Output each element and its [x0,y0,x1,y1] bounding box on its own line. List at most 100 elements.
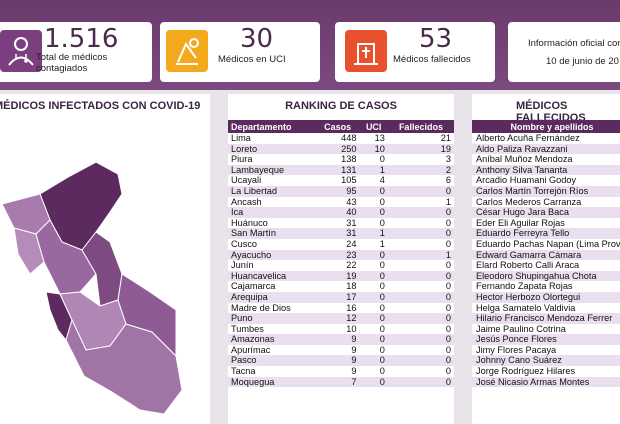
cell-casos: 31 [315,228,360,239]
table-row[interactable]: Puno 12 0 0 [228,313,454,324]
col-casos[interactable]: Casos [315,120,360,133]
table-row[interactable]: Tacna 9 0 0 [228,366,454,377]
list-item[interactable]: Arcadio Huamani Godoy [472,175,620,186]
list-item[interactable]: Carlos Mederos Carranza [472,197,620,208]
cell-departamento: San Martín [228,228,316,239]
table-row[interactable]: Cusco 24 1 0 [228,239,454,250]
list-item[interactable]: Hector Herbozo Olortegui [472,291,620,303]
table-row[interactable]: Ancash 43 0 1 [228,197,454,208]
table-row[interactable]: Huancavelica 19 0 0 [228,270,454,282]
table-row[interactable]: Huánuco 31 0 0 [228,218,454,229]
cell-fallecidos: 0 [387,313,454,324]
list-item[interactable]: César Hugo Jara Baca [472,207,620,218]
table-row[interactable]: Amazonas 9 0 0 [228,334,454,345]
table-row[interactable]: Cajamarca 18 0 0 [228,281,454,292]
table-row[interactable]: Ucayali 105 4 6 [228,175,454,186]
col-nombre[interactable]: Nombre y apellidos [472,120,620,133]
col-departamento[interactable]: Departamento [228,120,316,133]
cell-nombre: Jesús Ponce Flores [472,334,620,345]
table-row[interactable]: Ica 40 0 0 [228,207,454,218]
cell-fallecidos: 0 [387,270,454,282]
list-item[interactable]: Alberto Acuña Fernández [472,133,620,144]
cell-casos: 10 [346,323,357,334]
contagiados-label: Total de médicos contagiados [36,52,108,74]
table-row[interactable]: Arequipa 17 0 0 [228,291,454,303]
table-row[interactable]: Lambayeque 131 1 2 [228,164,454,176]
col-fallecidos[interactable]: Fallecidos [387,120,454,133]
cell-nombre: Edward Gamarra Cámara [472,249,620,261]
cell-nombre: Alberto Acuña Fernández [476,133,580,143]
list-item[interactable]: Edward Gamarra Cámara [472,249,620,261]
cell-departamento: Lambayeque [228,164,316,176]
fallecidos-table: Nombre y apellidos Alberto Acuña Fernánd… [472,120,620,388]
list-item[interactable]: Fernando Zapata Rojas [472,281,620,292]
cell-fallecidos: 0 [445,323,451,334]
ranking-body: Lima 448 13 21 Loreto 250 10 19 Piura 138 0 3 Lambay… [228,133,454,388]
list-item[interactable]: Eduardo Pachas Napan (Lima Prov [472,239,620,250]
list-item[interactable]: Jorge Rodríguez Hilares [472,366,620,377]
cell-nombre: Fernando Zapata Rojas [476,281,573,292]
cell-departamento: Tacna [231,366,256,377]
list-item[interactable]: Jesús Ponce Flores [472,334,620,345]
table-row[interactable]: San Martín 31 1 0 [228,228,454,239]
list-item[interactable]: Eduardo Ferreyra Tello [472,228,620,239]
map-region-coast-north [13,227,45,275]
cell-casos: 40 [315,207,360,218]
list-item[interactable]: Eleodoro Shupingahua Chota [472,270,620,282]
list-item[interactable]: Eder Eli Aguilar Rojas [472,218,620,229]
list-item[interactable]: Helga Samatelo Valdivia [472,303,620,314]
cell-nombre: Jorge Rodríguez Hilares [476,366,576,377]
table-row[interactable]: Apurímac 9 0 0 [228,345,454,356]
list-item[interactable]: José Nicasio Armas Montes [472,376,620,388]
table-row[interactable]: Ayacucho 23 0 1 [228,249,454,261]
uci-label: Médicos en UCI [218,54,286,65]
table-row[interactable]: Lima 448 13 21 [228,133,454,144]
contagiados-value: 1.516 [44,24,119,54]
cell-fallecidos: 0 [445,260,451,271]
cell-uci: 0 [359,207,388,218]
cell-casos: 9 [351,344,357,355]
cell-casos: 9 [351,366,357,377]
info-title: Información oficial con [528,38,620,49]
cell-uci: 0 [379,302,385,313]
cell-departamento: La Libertad [228,185,316,197]
list-item[interactable]: Aldo Paliza Ravazzani [472,143,620,155]
table-row[interactable]: La Libertad 95 0 0 [228,185,454,197]
list-item[interactable]: Johnny Cano Suárez [472,355,620,367]
cell-departamento: Ucayali [231,175,262,186]
cell-uci: 0 [379,366,385,377]
cell-uci: 13 [374,133,385,143]
cell-casos: 22 [346,260,357,271]
list-item[interactable]: Anthony Silva Tananta [472,164,620,176]
table-row[interactable]: Junín 22 0 0 [228,260,454,271]
list-item[interactable]: Jaime Paulino Cotrina [472,324,620,335]
cell-nombre: César Hugo Jara Baca [472,207,620,218]
table-row[interactable]: Piura 138 0 3 [228,154,454,165]
cell-uci: 0 [379,323,385,334]
cell-departamento: Huánuco [231,217,268,228]
table-row[interactable]: Loreto 250 10 19 [228,143,454,155]
cell-fallecidos: 0 [387,207,454,218]
list-item[interactable]: Aníbal Muñoz Mendoza [472,154,620,165]
cell-uci: 0 [379,344,385,355]
list-item[interactable]: Elard Roberto Calli Araca [472,260,620,271]
list-item[interactable]: Jimy Flores Pacaya [472,345,620,356]
cell-casos: 17 [315,291,360,303]
table-row[interactable]: Moquegua 7 0 0 [228,376,454,388]
col-uci[interactable]: UCI [359,120,388,133]
cell-casos: 12 [315,313,360,324]
cell-casos: 250 [315,143,360,155]
list-item[interactable]: Carlos Martín Torrejón Ríos [472,185,620,197]
cell-nombre: Eder Eli Aguilar Rojas [476,217,565,228]
table-row[interactable]: Tumbes 10 0 0 [228,324,454,335]
fallecidos-label: Médicos fallecidos [393,54,471,65]
cell-departamento: Lima [231,133,251,143]
cell-fallecidos: 3 [445,154,451,165]
cell-casos: 43 [346,196,357,207]
table-row[interactable]: Pasco 9 0 0 [228,355,454,367]
list-item[interactable]: Hilario Francisco Mendoza Ferrer [472,313,620,324]
cell-uci: 0 [359,185,388,197]
cell-fallecidos: 0 [445,281,451,292]
table-row[interactable]: Madre de Dios 16 0 0 [228,303,454,314]
cell-nombre: Eduardo Pachas Napan (Lima Prov [476,238,620,249]
